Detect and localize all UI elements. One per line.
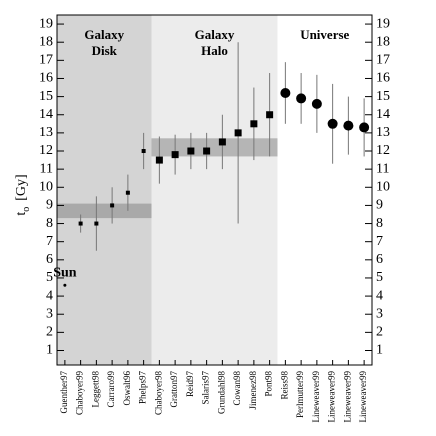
annotation: Sun (53, 265, 77, 280)
y-tick-label-right: 17 (376, 53, 390, 68)
y-tick-label-right: 15 (376, 89, 390, 104)
y-axis-label: to [Gy] (14, 174, 32, 215)
x-tick-label: Lineweaver99 (327, 371, 337, 423)
point (234, 129, 242, 137)
x-tick-label: Chaboyer99 (75, 371, 85, 415)
x-tick-label: Lineweaver99 (358, 371, 368, 423)
y-tick-label: 8 (46, 216, 53, 231)
x-tick-label: Gratton97 (169, 371, 179, 408)
x-tick-label: Oswalt96 (122, 371, 132, 406)
x-tick-label: Reiss98 (279, 371, 289, 400)
point (327, 118, 338, 129)
point (343, 120, 354, 131)
point (280, 87, 291, 98)
y-tick-label-right: 8 (376, 216, 383, 231)
y-label-sub: o (21, 207, 32, 212)
y-label-unit: [Gy] (14, 174, 29, 200)
x-tick-label: Chaboyer98 (153, 371, 163, 415)
x-tick-label: Carraro99 (106, 371, 116, 408)
point (311, 98, 322, 109)
point (218, 138, 226, 146)
point (78, 221, 83, 226)
y-label-main: t (14, 212, 29, 216)
constraint-band (151, 138, 278, 157)
y-tick-label-right: 2 (376, 325, 383, 340)
region-title: Galaxy Halo (195, 27, 235, 58)
region-title-line: Halo (201, 43, 228, 58)
y-tick-label-right: 12 (376, 143, 390, 158)
y-tick-label-right: 11 (376, 161, 389, 176)
y-tick-label: 11 (40, 161, 53, 176)
y-tick-label-right: 7 (376, 234, 383, 249)
y-tick-label: 12 (39, 143, 53, 158)
point (266, 111, 274, 119)
x-tick-label: Lineweaver99 (342, 371, 352, 423)
point (250, 120, 258, 128)
y-tick-label-right: 3 (376, 306, 383, 321)
region-title-line: Galaxy (195, 27, 235, 42)
point (187, 147, 195, 155)
region-background (277, 15, 372, 365)
y-tick-label: 9 (46, 198, 53, 213)
y-tick-label-right: 16 (376, 71, 390, 86)
region-title-line: Disk (92, 43, 118, 58)
point (63, 283, 67, 287)
x-tick-label: Leggett98 (90, 371, 100, 408)
point (296, 93, 307, 104)
point (110, 203, 115, 208)
y-tick-label-right: 13 (376, 125, 390, 140)
x-tick-label: Cowan98 (232, 371, 242, 406)
region-title-line: Galaxy (84, 27, 124, 42)
y-tick-label: 6 (46, 252, 53, 267)
x-tick-label: Jimenez98 (248, 371, 258, 410)
y-tick-label: 16 (39, 71, 53, 86)
y-tick-label-right: 6 (376, 252, 383, 267)
point (155, 156, 163, 164)
x-tick-label: Phelps97 (138, 371, 148, 405)
y-tick-label: 13 (39, 125, 53, 140)
y-tick-label-right: 1 (376, 343, 383, 358)
y-tick-label: 4 (46, 288, 53, 303)
y-tick-label: 5 (46, 270, 53, 285)
point (171, 151, 179, 159)
y-tick-label: 15 (39, 89, 53, 104)
y-tick-label: 7 (46, 234, 53, 249)
region-background (57, 15, 152, 365)
x-tick-label: Salaris97 (201, 371, 211, 405)
y-tick-label: 2 (46, 325, 53, 340)
y-tick-label-right: 18 (376, 34, 390, 49)
point (94, 221, 99, 226)
point (125, 190, 130, 195)
constraint-band (57, 203, 152, 219)
region-title: Universe (300, 27, 349, 42)
y-tick-label: 17 (39, 53, 53, 68)
y-tick-label: 10 (39, 179, 53, 194)
y-tick-label-right: 9 (376, 198, 383, 213)
y-tick-label: 14 (39, 107, 53, 122)
y-tick-label-right: 4 (376, 288, 383, 303)
point (203, 147, 211, 155)
x-tick-label: Grundahl98 (216, 371, 226, 414)
x-tick-label: Reid97 (185, 371, 195, 397)
y-tick-label-right: 19 (376, 16, 390, 31)
x-tick-label: Lineweaver99 (311, 371, 321, 423)
x-tick-label: Pont98 (264, 371, 274, 397)
y-tick-label: 19 (39, 16, 53, 31)
backgrounds (57, 15, 372, 365)
x-tick-label: Guenther97 (59, 371, 69, 414)
y-tick-label-right: 5 (376, 270, 383, 285)
y-tick-label: 1 (46, 343, 53, 358)
point (141, 149, 146, 154)
y-tick-label-right: 14 (376, 107, 390, 122)
y-tick-label: 18 (39, 34, 53, 49)
x-tick-label: Perlmutter99 (295, 371, 305, 418)
point (359, 122, 370, 133)
region-background (151, 15, 278, 365)
y-tick-label: 3 (46, 306, 53, 321)
y-tick-label-right: 10 (376, 179, 390, 194)
region-title: Galaxy Disk (84, 27, 124, 58)
plot-frame (56, 14, 373, 366)
